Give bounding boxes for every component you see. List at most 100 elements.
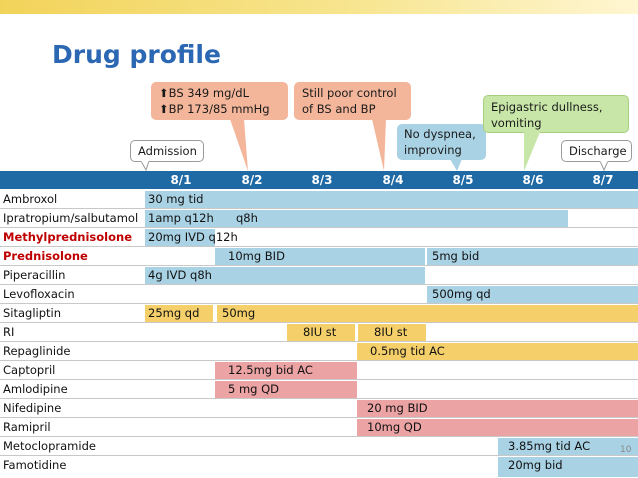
epigastric-callout-tail	[524, 132, 540, 171]
dose-bar	[357, 419, 638, 436]
dose-bar	[217, 305, 638, 322]
date-8-5: 8/5	[452, 173, 474, 187]
dyspnea-callout: No dyspnea, improving	[397, 124, 486, 160]
dose-label: 20mg IVD q12h	[148, 230, 238, 244]
dose-bar	[287, 324, 355, 341]
poor-control-callout-tail	[372, 119, 386, 171]
dose-bar	[215, 248, 425, 265]
admission-text: Admission	[138, 144, 197, 158]
drug-name: Piperacillin	[3, 268, 66, 282]
date-8-3: 8/3	[311, 173, 333, 187]
drug-name: Repaglinide	[3, 344, 71, 358]
drug-row-ambroxol: Ambroxol 30 mg tid	[0, 190, 638, 209]
date-8-4: 8/4	[382, 173, 404, 187]
dose-label: 20mg bid	[508, 458, 563, 472]
dose-label: 12.5mg bid AC	[228, 363, 313, 377]
drug-row-repaglinide: Repaglinide 0.5mg tid AC	[0, 342, 638, 361]
drug-row-prednisolone: Prednisolone 10mg BID 5mg bid	[0, 247, 638, 266]
dose-bar	[357, 343, 638, 360]
dose-label: 10mg QD	[367, 420, 422, 434]
dose-label: 4g IVD q8h	[148, 268, 212, 282]
drug-row-ramipril: Ramipril 10mg QD	[0, 418, 638, 437]
dose-label: 50mg	[222, 306, 256, 320]
date-header: 8/1 8/2 8/3 8/4 8/5 8/6 8/7	[0, 171, 638, 189]
date-8-7: 8/7	[592, 173, 614, 187]
drug-row-ri: RI 8IU st 8IU st	[0, 323, 638, 342]
dose-bar	[145, 305, 213, 322]
discharge-text: Discharge	[569, 144, 627, 158]
drug-name: Levofloxacin	[3, 287, 75, 301]
epigastric-line1: Epigastric dullness,	[491, 100, 603, 114]
dose-label: 5mg bid	[432, 249, 480, 263]
dose-label: 500mg qd	[432, 287, 491, 301]
top-decor-band	[0, 0, 638, 14]
bp-text: BP 173/85 mmHg	[168, 102, 270, 116]
admission-callout: Admission	[130, 140, 204, 162]
drug-row-methylprednisolone: Methylprednisolone 20mg IVD q12h	[0, 228, 638, 247]
drug-row-amlodipine: Amlodipine 5 mg QD	[0, 380, 638, 399]
drug-row-sitagliptin: Sitagliptin 25mg qd 50mg	[0, 304, 638, 323]
dose-bar	[145, 267, 425, 284]
dose-bar	[498, 438, 638, 455]
drug-name: RI	[3, 325, 15, 339]
drug-row-captopril: Captopril 12.5mg bid AC	[0, 361, 638, 380]
bs-bp-callout-tail	[230, 119, 248, 171]
drug-name: Amlodipine	[3, 382, 68, 396]
page-title: Drug profile	[52, 40, 221, 69]
drug-name: Methylprednisolone	[3, 230, 133, 244]
date-8-6: 8/6	[522, 173, 544, 187]
dose-bar	[145, 210, 568, 227]
dose-label: 20 mg BID	[367, 401, 428, 415]
dyspnea-line1: No dyspnea,	[404, 127, 476, 141]
drug-row-ipratropium: Ipratropium/salbutamol 1amp q12h q8h	[0, 209, 638, 228]
dose-label: 30 mg tid	[148, 192, 204, 206]
poor-control-callout: Still poor control of BS and BP	[294, 82, 411, 120]
dyspnea-callout-tail	[450, 159, 462, 171]
date-8-2: 8/2	[241, 173, 263, 187]
dose-label: 10mg BID	[228, 249, 285, 263]
discharge-callout: Discharge	[561, 140, 632, 162]
poor-control-line2: of BS and BP	[302, 102, 376, 116]
dyspnea-line2: improving	[404, 143, 462, 157]
dose-label: 8IU st	[374, 325, 408, 339]
drug-name: Metoclopramide	[3, 439, 96, 453]
dose-bar	[145, 229, 215, 246]
drug-row-famotidine: Famotidine 20mg bid	[0, 456, 638, 478]
up-arrow-icon: ⬆	[159, 102, 169, 116]
drug-name: Ambroxol	[3, 192, 58, 206]
dose-label: 25mg qd	[148, 306, 200, 320]
drug-row-metoclopramide: Metoclopramide 3.85mg tid AC	[0, 437, 638, 456]
dose-label: 5 mg QD	[228, 382, 280, 396]
dose-label: q8h	[236, 211, 258, 225]
dose-bar	[215, 381, 357, 398]
poor-control-line1: Still poor control	[302, 86, 397, 100]
bs-text: BS 349 mg/dL	[168, 86, 249, 100]
dose-bar	[215, 362, 357, 379]
epigastric-line2: vomiting	[491, 116, 542, 130]
dose-label: 1amp q12h	[148, 211, 214, 225]
dose-label: 0.5mg tid AC	[370, 344, 445, 358]
epigastric-callout: Epigastric dullness, vomiting	[483, 95, 629, 133]
discharge-callout-tail	[599, 161, 609, 171]
drug-row-piperacillin: Piperacillin 4g IVD q8h	[0, 266, 638, 285]
dose-bar	[357, 400, 638, 417]
dose-bar	[427, 286, 638, 303]
admission-callout-tail	[140, 161, 150, 171]
dose-bar	[427, 248, 638, 265]
drug-row-levofloxacin: Levofloxacin 500mg qd	[0, 285, 638, 304]
dose-bar	[358, 324, 426, 341]
dose-bar	[498, 457, 638, 477]
drug-name: Famotidine	[3, 458, 67, 472]
dose-bar	[145, 191, 638, 208]
page-number: 10	[620, 445, 632, 455]
dose-label: 3.85mg tid AC	[508, 439, 591, 453]
drug-name: Ramipril	[3, 420, 51, 434]
drug-name: Captopril	[3, 363, 56, 377]
drug-name: Nifedipine	[3, 401, 62, 415]
drug-name: Sitagliptin	[3, 306, 62, 320]
drug-row-nifedipine: Nifedipine 20 mg BID	[0, 399, 638, 418]
bs-bp-callout: ⬆BS 349 mg/dL ⬆BP 173/85 mmHg	[151, 82, 288, 120]
drug-name: Ipratropium/salbutamol	[3, 211, 139, 225]
drug-name: Prednisolone	[3, 249, 88, 263]
date-8-1: 8/1	[170, 173, 192, 187]
